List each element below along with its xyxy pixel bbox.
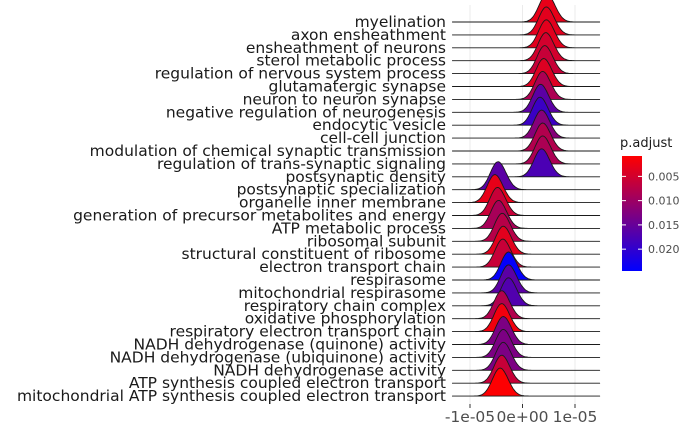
ridge-generation-of-precursor-metabolites-and-energy xyxy=(451,187,601,216)
term-label: ATP synthesis coupled electron transport xyxy=(129,374,446,392)
legend-tick-label: 0.010 xyxy=(648,195,680,208)
ridge-endocytic-vesicle xyxy=(451,96,601,126)
term-label: electron transport chain xyxy=(259,258,446,276)
term-label: cell-cell junction xyxy=(320,129,446,147)
term-label: respiratory chain complex xyxy=(244,297,446,315)
x-axis: -1e-05 0e+00 1e-05 xyxy=(445,404,598,426)
ridge-regulation-of-nervous-system-process xyxy=(451,45,601,75)
term-label: generation of precursor metabolites and … xyxy=(73,207,446,225)
ridge-nadh-dehydrogenase-ubiquinone-activity xyxy=(451,328,601,358)
plot-panel xyxy=(452,5,600,404)
term-label: modulation of chemical synaptic transmis… xyxy=(90,142,446,160)
ridge-ensheathment-of-neurons xyxy=(451,19,601,49)
legend-tick-label: 0.020 xyxy=(648,243,680,256)
ridge-modulation-of-chemical-synaptic-transmission xyxy=(451,122,601,152)
ridge-oxidative-phosphorylation xyxy=(451,290,601,320)
term-label: postsynaptic specialization xyxy=(237,181,446,199)
term-label: mitochondrial ATP synthesis coupled elec… xyxy=(17,387,446,405)
term-label: ensheathment of neurons xyxy=(246,39,446,57)
term-label: sterol metabolic process xyxy=(256,52,446,70)
term-label: organelle inner membrane xyxy=(239,194,446,212)
ridge-mitochondrial-atp-synthesis-coupled-electron-transport xyxy=(451,367,601,397)
ridge-organelle-inner-membrane xyxy=(451,174,601,204)
term-label: regulation of nervous system process xyxy=(155,65,446,83)
term-label: glutamatergic synapse xyxy=(269,78,446,96)
ridge-negative-regulation-of-neurogenesis xyxy=(451,83,601,113)
ridge-atp-synthesis-coupled-electron-transport xyxy=(451,354,601,384)
ridge-postsynaptic-density xyxy=(451,148,601,178)
ridge-nadh-dehydrogenase-activity xyxy=(451,341,601,371)
ridge-structural-constituent-of-ribosome xyxy=(451,225,601,255)
x-tick-label: -1e-05 xyxy=(445,408,495,426)
term-label: endocytic vesicle xyxy=(312,116,446,134)
term-label: postsynaptic density xyxy=(285,168,446,186)
term-label: oxidative phosphorylation xyxy=(245,310,446,328)
term-label: structural constituent of ribosome xyxy=(182,245,447,263)
term-label: negative regulation of neurogenesis xyxy=(166,103,446,121)
term-label: NADH dehydrogenase (quinone) activity xyxy=(134,336,446,354)
term-label: NADH dehydrogenase (ubiquinone) activity xyxy=(110,348,446,366)
term-label: ATP metabolic process xyxy=(272,219,446,237)
ridge-respiratory-electron-transport-chain xyxy=(451,303,601,333)
legend-colorbar xyxy=(622,156,642,271)
legend-tick-label: 0.005 xyxy=(648,170,680,183)
term-label: mitochondrial respirasome xyxy=(238,284,446,302)
term-label: axon ensheathment xyxy=(291,26,446,44)
term-label: regulation of trans-synaptic signaling xyxy=(157,155,446,173)
ridge-sterol-metabolic-process xyxy=(451,32,601,62)
legend-title: p.adjust xyxy=(620,136,672,151)
ridge-glutamatergic-synapse xyxy=(451,58,601,87)
legend: p.adjust 0.005 0.010 0.015 0.020 xyxy=(620,136,680,271)
ridge-regulation-of-trans-synaptic-signaling xyxy=(451,135,601,165)
ridge-ribosomal-subunit xyxy=(451,212,601,242)
term-label: ribosomal subunit xyxy=(307,232,446,250)
ridge-respiratory-chain-complex xyxy=(451,277,601,307)
term-label: respirasome xyxy=(350,271,446,289)
ridge-mitochondrial-respirasome xyxy=(451,264,601,294)
ridge-atp-metabolic-process xyxy=(451,199,601,229)
term-label: myelination xyxy=(355,13,446,31)
term-label: respiratory electron transport chain xyxy=(170,323,446,341)
term-label: neuron to neuron synapse xyxy=(243,90,446,108)
ridge-respirasome xyxy=(451,251,601,281)
ridge-myelination xyxy=(451,0,601,23)
x-tick-label: 1e-05 xyxy=(553,408,598,426)
legend-tick-label: 0.015 xyxy=(648,219,680,232)
ridge-cell-cell-junction xyxy=(451,109,601,139)
ridge-electron-transport-chain xyxy=(451,238,601,268)
ridge-neuron-to-neuron-synapse xyxy=(451,70,601,100)
ridges xyxy=(451,0,601,397)
ridge-axon-ensheathment xyxy=(451,6,601,36)
term-label: NADH dehydrogenase activity xyxy=(213,361,446,379)
x-tick-label: 0e+00 xyxy=(496,408,548,426)
ridge-nadh-dehydrogenase-quinone-activity xyxy=(451,316,601,345)
